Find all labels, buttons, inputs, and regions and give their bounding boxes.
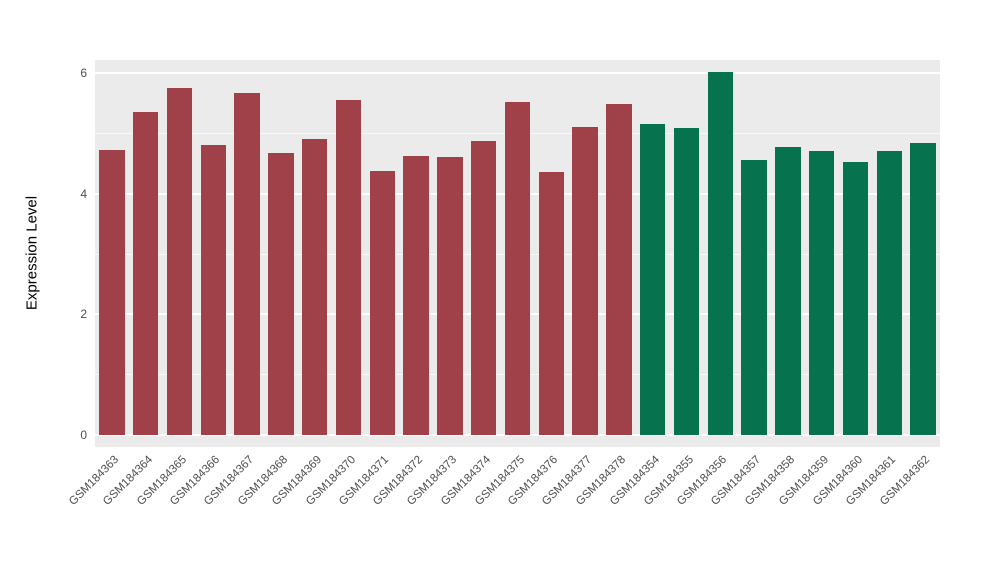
- bar-GSM184357: [741, 159, 767, 435]
- bar-GSM184375: [504, 101, 531, 435]
- bar-GSM184355: [673, 127, 700, 435]
- bar-GSM184372: [403, 156, 429, 435]
- plot-panel: [95, 60, 940, 447]
- bar-GSM184362: [910, 143, 936, 435]
- bar-GSM184369: [302, 139, 328, 435]
- bar-GSM184371: [369, 171, 395, 435]
- bar-GSM184356: [707, 71, 733, 435]
- bar-GSM184370: [335, 100, 362, 435]
- bar-GSM184376: [538, 171, 564, 435]
- bar-GSM184374: [471, 140, 497, 435]
- bar-GSM184373: [437, 157, 463, 435]
- major-gridline: [95, 434, 940, 436]
- y-tick-label: 6: [80, 66, 87, 81]
- bar-GSM184366: [200, 145, 226, 435]
- major-gridline: [95, 72, 940, 75]
- y-tick-label: 4: [80, 186, 87, 201]
- bar-GSM184360: [842, 162, 869, 435]
- bar-GSM184367: [234, 92, 260, 435]
- bar-GSM184363: [99, 150, 125, 435]
- y-axis-title: Expression Level: [23, 195, 41, 311]
- bar-GSM184359: [809, 151, 835, 435]
- bar-GSM184365: [166, 88, 193, 435]
- bar-GSM184364: [133, 112, 159, 435]
- bar-GSM184354: [640, 123, 666, 435]
- y-tick-label: 2: [80, 307, 87, 322]
- bar-GSM184368: [268, 153, 294, 435]
- bar-GSM184358: [775, 147, 801, 435]
- y-tick-label: 0: [80, 428, 87, 442]
- bar-GSM184377: [572, 127, 598, 435]
- bar-GSM184361: [876, 151, 902, 435]
- bar-GSM184378: [606, 103, 632, 435]
